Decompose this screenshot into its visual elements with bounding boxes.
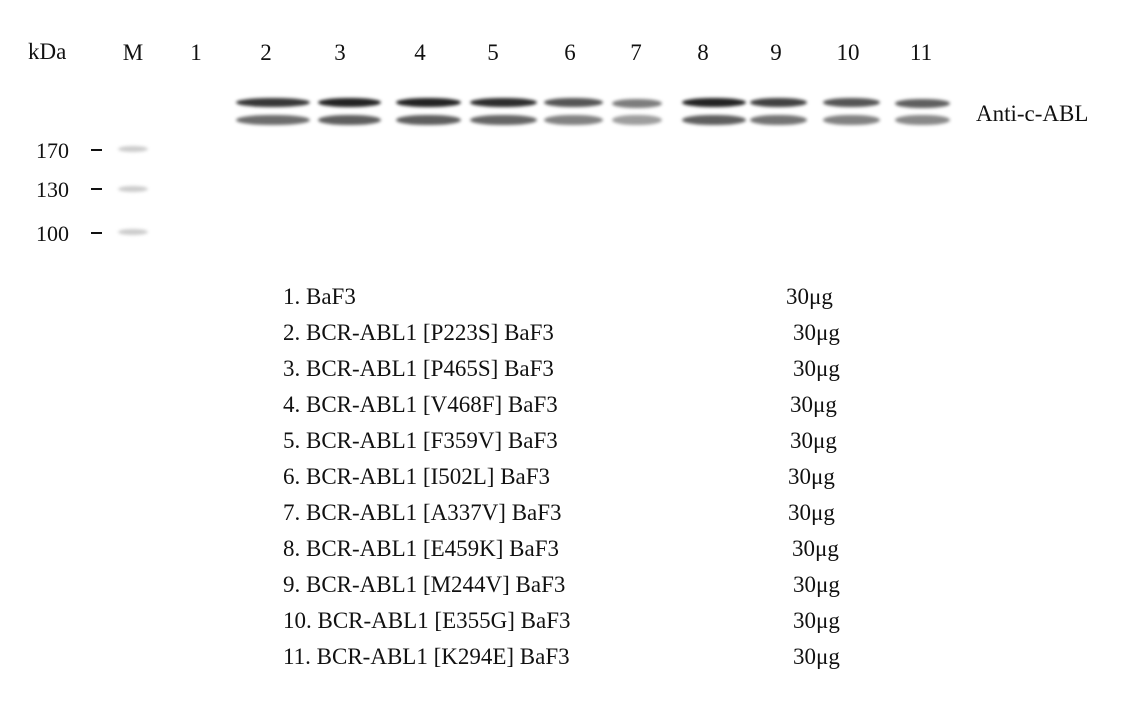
marker-130: 130 [36, 177, 69, 202]
upper-band-lane-8 [682, 98, 746, 107]
sample-amount: 30μg [793, 572, 840, 597]
sample-label: 11. BCR-ABL1 [K294E] BaF3 [283, 644, 570, 669]
sample-label: 6. BCR-ABL1 [I502L] BaF3 [283, 464, 551, 489]
sample-amount: 30μg [788, 500, 835, 525]
ladder-band [118, 146, 148, 152]
lane-label-8: 8 [697, 40, 709, 65]
sample-amount: 30μg [786, 284, 833, 309]
lane-label-9: 9 [770, 40, 782, 65]
lower-band-lane-7 [612, 115, 662, 125]
lane-label-6: 6 [564, 40, 576, 65]
upper-band-lane-7 [612, 99, 662, 108]
sample-amount: 30μg [792, 536, 839, 561]
lower-band-lane-10 [823, 115, 880, 125]
sample-amount: 30μg [793, 320, 840, 345]
upper-band-lane-5 [470, 98, 537, 107]
lower-band-lane-4 [396, 115, 461, 125]
upper-band-lane-2 [236, 98, 310, 107]
lower-band-lane-2 [236, 115, 310, 125]
marker-tick [91, 149, 102, 151]
sample-label: 9. BCR-ABL1 [M244V] BaF3 [283, 572, 566, 597]
upper-band-lane-11 [895, 99, 950, 108]
lane-label-7: 7 [630, 40, 642, 65]
lane-label-11: 11 [909, 40, 933, 65]
lane-label-10: 10 [836, 40, 860, 65]
upper-band-lane-9 [750, 98, 807, 107]
sample-label: 8. BCR-ABL1 [E459K] BaF3 [283, 536, 559, 561]
sample-amount: 30μg [788, 464, 835, 489]
upper-band-lane-6 [544, 98, 603, 107]
sample-label: 7. BCR-ABL1 [A337V] BaF3 [283, 500, 562, 525]
lane-label-3: 3 [334, 40, 346, 65]
marker-tick [91, 232, 102, 234]
lower-band-lane-5 [470, 115, 537, 125]
lane-label-2: 2 [260, 40, 272, 65]
sample-amount: 30μg [790, 428, 837, 453]
sample-amount: 30μg [793, 608, 840, 633]
lower-band-lane-8 [682, 115, 746, 125]
upper-band-lane-10 [823, 98, 880, 107]
lane-label-5: 5 [487, 40, 499, 65]
sample-label: 1. BaF3 [283, 284, 356, 309]
lower-band-lane-9 [750, 115, 807, 125]
sample-label: 2. BCR-ABL1 [P223S] BaF3 [283, 320, 554, 345]
upper-band-lane-3 [318, 98, 381, 107]
lower-band-lane-11 [895, 115, 950, 125]
antibody-label: Anti-c-ABL [976, 101, 1089, 126]
sample-label: 3. BCR-ABL1 [P465S] BaF3 [283, 356, 554, 381]
sample-amount: 30μg [793, 356, 840, 381]
marker-tick [91, 188, 102, 190]
lane-label-4: 4 [414, 40, 426, 65]
sample-label: 5. BCR-ABL1 [F359V] BaF3 [283, 428, 558, 453]
marker-lane-label: M [122, 40, 144, 65]
sample-amount: 30μg [793, 644, 840, 669]
lower-band-lane-3 [318, 115, 381, 125]
upper-band-lane-4 [396, 98, 461, 107]
sample-label: 10. BCR-ABL1 [E355G] BaF3 [283, 608, 571, 633]
lower-band-lane-6 [544, 115, 603, 125]
ladder-band [118, 186, 148, 192]
marker-100: 100 [36, 221, 69, 246]
marker-170: 170 [36, 138, 69, 163]
ladder-band [118, 229, 148, 235]
sample-label: 4. BCR-ABL1 [V468F] BaF3 [283, 392, 558, 417]
sample-amount: 30μg [790, 392, 837, 417]
kda-label: kDa [28, 39, 67, 64]
lane-label-1: 1 [190, 40, 202, 65]
